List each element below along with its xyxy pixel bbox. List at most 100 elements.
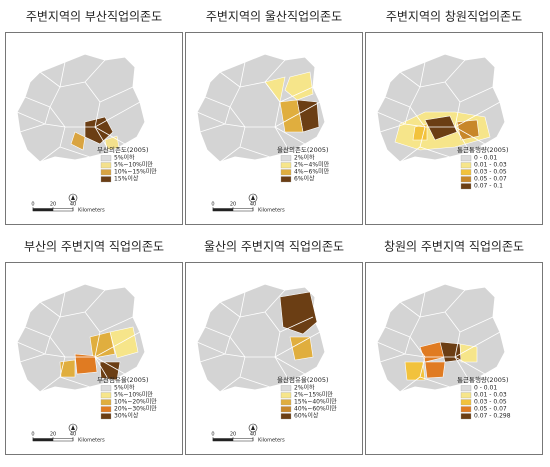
scale-bar-fill <box>213 208 233 211</box>
legend-label: 20%~30%미만 <box>114 405 157 413</box>
legend-swatch <box>100 385 112 392</box>
panel-title: 주변지역의 부산직업의존도 <box>26 10 162 24</box>
legend-swatch <box>100 399 112 406</box>
scale-label: 20 <box>230 432 236 438</box>
scale-bar-fill <box>33 438 53 441</box>
scale-label: 20 <box>230 202 236 208</box>
map-panel: 주변지역의 부산직업의존도부산의존도(2005)5%이하5%~10%미만10%~… <box>5 10 183 225</box>
legend-title: 울산의존도(2005) <box>277 145 329 154</box>
region-highlight <box>459 343 478 363</box>
legend-label: 0.05 - 0.07 <box>474 406 507 413</box>
legend-swatch <box>460 413 472 420</box>
legend-swatch <box>280 399 292 406</box>
scale-label: 40 <box>250 202 256 208</box>
north-arrow-head <box>251 195 255 200</box>
scale-label: 40 <box>70 432 76 438</box>
map-frame: 통근통행량(2005)0 - 0.010.01 - 0.030.03 - 0.0… <box>365 262 543 455</box>
region-highlight <box>109 326 139 359</box>
legend-label: 40%~60%미만 <box>294 405 337 413</box>
legend-label: 0.03 - 0.05 <box>474 169 507 176</box>
north-arrow-head <box>251 425 255 430</box>
legend-swatch <box>280 413 292 420</box>
legend-swatch <box>100 162 112 169</box>
legend-title: 부산점유율(2005) <box>97 375 149 384</box>
legend-swatch <box>460 169 472 176</box>
legend-swatch <box>460 392 472 399</box>
legend-label: 5%이하 <box>114 384 135 392</box>
legend-swatch <box>460 183 472 190</box>
legend-label: 0.01 - 0.03 <box>474 162 507 169</box>
legend-swatch <box>100 169 112 176</box>
scale-unit: Kilometers <box>258 438 285 444</box>
region-highlight <box>456 119 480 141</box>
legend-swatch <box>460 406 472 413</box>
region-highlight <box>59 359 76 378</box>
region-highlight <box>74 353 98 375</box>
region-highlight <box>284 71 314 101</box>
region-highlight <box>289 336 314 361</box>
legend-label: 6%이상 <box>294 175 315 183</box>
legend-label: 2%~4%미만 <box>294 161 330 169</box>
map-panel: 울산의 주변지역 직업의존도울산점유율(2005)2%이하2%~15%미만15%… <box>185 240 363 455</box>
legend-label: 0.01 - 0.03 <box>474 392 507 399</box>
map-frame: 울산점유율(2005)2%이하2%~15%미만15%~40%미만40%~60%미… <box>185 262 363 455</box>
panel-title: 주변지역의 창원직업의존도 <box>386 10 522 24</box>
legend-swatch <box>100 413 112 420</box>
scale-label: 0 <box>211 202 214 208</box>
legend-swatch <box>460 155 472 162</box>
map-panel: 부산의 주변지역 직업의존도부산점유율(2005)5%이하5%~10%미만10%… <box>5 240 183 455</box>
legend-label: 60%이상 <box>294 412 319 420</box>
legend-label: 0.05 - 0.07 <box>474 176 507 183</box>
scale-label: 40 <box>70 202 76 208</box>
scale-unit: Kilometers <box>78 208 105 214</box>
panel-title: 창원의 주변지역 직업의존도 <box>384 240 524 254</box>
legend-title: 부산의존도(2005) <box>97 145 149 154</box>
legend-swatch <box>100 406 112 413</box>
legend-swatch <box>100 176 112 183</box>
map-frame: 통근통행량(2005)0 - 0.010.01 - 0.030.03 - 0.0… <box>365 32 543 225</box>
legend-swatch <box>280 155 292 162</box>
legend-label: 0.07 - 0.1 <box>474 183 503 190</box>
region-highlight <box>279 291 318 335</box>
scale-label: 0 <box>211 432 214 438</box>
scale-label: 20 <box>50 432 56 438</box>
legend-label: 0.07 - 0.298 <box>474 413 511 420</box>
scale-bar-fill <box>213 438 233 441</box>
legend-label: 0 - 0.01 <box>474 385 497 392</box>
legend-title: 통근통행량(2005) <box>457 375 509 384</box>
legend-title: 통근통행량(2005) <box>457 145 509 154</box>
legend-swatch <box>460 399 472 406</box>
legend-label: 5%~10%미만 <box>114 391 153 399</box>
legend-label: 15%이상 <box>114 175 139 183</box>
legend-label: 30%이상 <box>114 412 139 420</box>
scale-label: 0 <box>31 202 34 208</box>
legend-label: 15%~40%미만 <box>294 398 337 406</box>
legend-label: 0 - 0.01 <box>474 155 497 162</box>
legend-swatch <box>280 392 292 399</box>
legend-swatch <box>460 385 472 392</box>
panel-title: 주변지역의 울산직업의존도 <box>206 10 342 24</box>
legend-swatch <box>280 385 292 392</box>
legend-label: 2%이하 <box>294 154 315 162</box>
legend-swatch <box>280 176 292 183</box>
scale-label: 40 <box>250 432 256 438</box>
scale-bar-fill <box>33 208 53 211</box>
map-frame: 울산의존도(2005)2%이하2%~4%미만4%~6%미만6%이상 0 20 40Ki… <box>185 32 363 225</box>
scale-unit: Kilometers <box>258 208 285 214</box>
legend-label: 2%이하 <box>294 384 315 392</box>
legend-swatch <box>460 162 472 169</box>
scale-unit: Kilometers <box>78 438 105 444</box>
panel-title: 울산의 주변지역 직업의존도 <box>204 240 344 254</box>
legend-swatch <box>100 155 112 162</box>
north-arrow-head <box>71 425 75 430</box>
legend-label: 10%~20%미만 <box>114 398 157 406</box>
region-highlight <box>424 361 446 379</box>
region-highlight <box>99 361 121 381</box>
region-highlight <box>70 131 86 151</box>
legend-swatch <box>280 169 292 176</box>
region-highlight <box>424 115 458 141</box>
map-panel: 주변지역의 울산직업의존도울산의존도(2005)2%이하2%~4%미만4%~6%… <box>185 10 363 225</box>
